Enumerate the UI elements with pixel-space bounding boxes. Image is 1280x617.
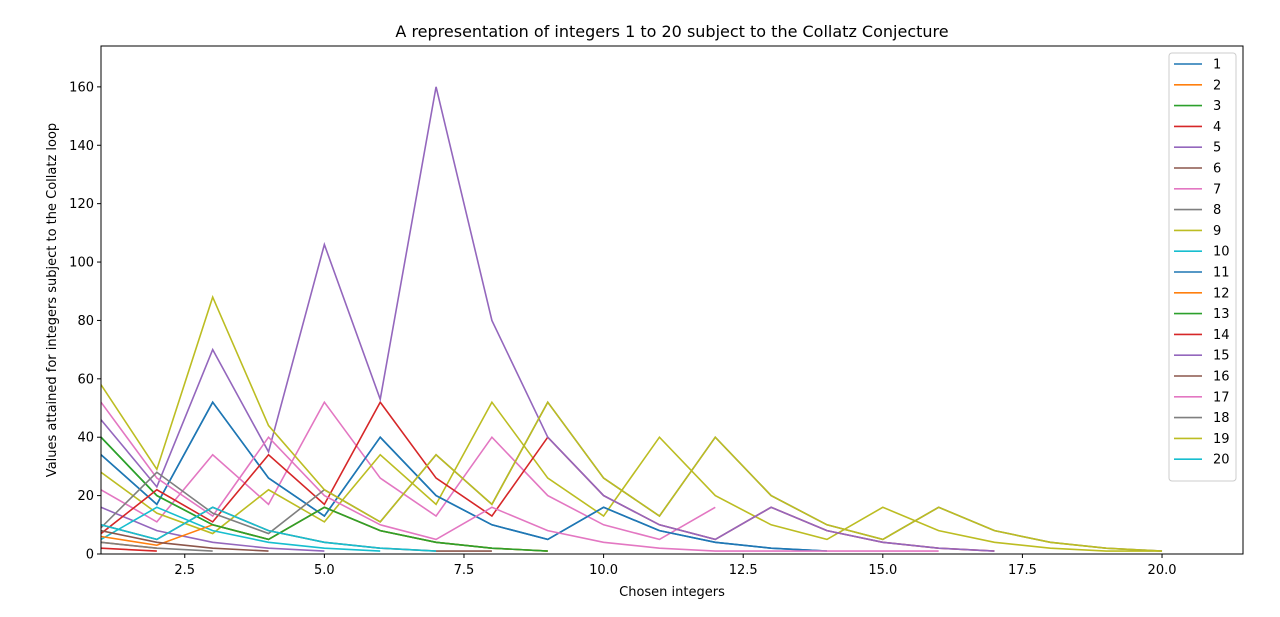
y-tick-label: 100 [69, 256, 94, 271]
y-axis: 0 20 40 60 80 100 120 140 160 [69, 80, 101, 563]
plot-area [101, 46, 1243, 554]
x-tick-label: 12.5 [729, 563, 758, 578]
series-line-19 [101, 294, 1163, 552]
legend-label-15: 15 [1213, 349, 1230, 364]
series-line-16 [101, 529, 269, 552]
y-tick-label: 20 [77, 489, 94, 504]
legend-label-18: 18 [1213, 411, 1230, 426]
legend-box [1168, 52, 1237, 482]
series-line-17 [101, 401, 939, 552]
legend-label-10: 10 [1213, 245, 1230, 260]
legend-label-17: 17 [1213, 390, 1230, 405]
legend-label-2: 2 [1213, 78, 1221, 93]
x-tick-label: 17.5 [1008, 563, 1037, 578]
chart-title: A representation of integers 1 to 20 sub… [395, 22, 948, 41]
legend-label-13: 13 [1213, 307, 1230, 322]
legend-label-9: 9 [1213, 224, 1221, 239]
legend-label-4: 4 [1213, 120, 1221, 135]
series-line-15 [101, 86, 995, 552]
series-line-7 [101, 400, 716, 541]
series-line-10 [101, 506, 381, 552]
legend-label-3: 3 [1213, 99, 1221, 114]
legend-label-6: 6 [1213, 162, 1221, 177]
y-tick-label: 80 [77, 314, 94, 329]
legend-label-14: 14 [1213, 328, 1230, 343]
series-line-9 [101, 400, 1163, 552]
legend-label-19: 19 [1213, 432, 1230, 447]
y-tick-label: 0 [86, 548, 94, 563]
series-line-11 [101, 400, 828, 552]
y-tick-label: 120 [69, 197, 94, 212]
y-tick-label: 140 [69, 139, 94, 154]
x-axis-label: Chosen integers [619, 585, 725, 600]
y-axis-label: Values attained for integers subject to … [45, 123, 60, 477]
legend-label-7: 7 [1213, 182, 1221, 197]
legend-label-16: 16 [1213, 370, 1230, 385]
y-tick-label: 40 [77, 431, 94, 446]
series-line-20 [101, 506, 437, 552]
y-tick-label: 160 [69, 80, 94, 95]
series-lines [101, 86, 1163, 552]
x-tick-label: 5.0 [314, 563, 335, 578]
legend-label-12: 12 [1213, 286, 1230, 301]
legend-label-8: 8 [1213, 203, 1221, 218]
x-tick-label: 20.0 [1148, 563, 1177, 578]
series-line-5 [101, 506, 325, 552]
y-tick-label: 60 [77, 372, 94, 387]
x-tick-label: 7.5 [454, 563, 475, 578]
legend-label-11: 11 [1213, 266, 1230, 281]
legend-label-5: 5 [1213, 141, 1221, 156]
x-axis: 2.5 5.0 7.5 10.0 12.5 15.0 17.5 20.0 [174, 554, 1177, 578]
x-tick-label: 2.5 [174, 563, 195, 578]
series-line-4 [101, 547, 157, 552]
series-line-8 [101, 541, 213, 552]
plot-frame [100, 45, 1244, 555]
series-line-13 [101, 436, 548, 552]
legend-label-20: 20 [1213, 453, 1230, 468]
x-tick-label: 10.0 [589, 563, 618, 578]
x-tick-label: 15.0 [868, 563, 897, 578]
legend-label-1: 1 [1213, 58, 1221, 73]
